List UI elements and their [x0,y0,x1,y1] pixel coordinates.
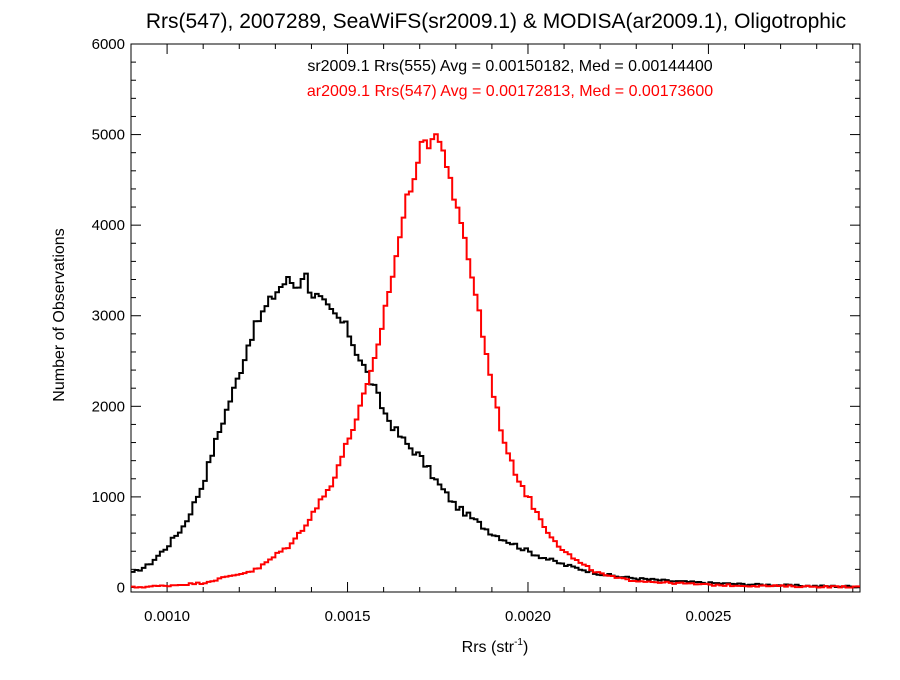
y-tick-label: 3000 [92,308,125,325]
x-axis-label-main: Rrs (str [462,639,515,656]
y-tick-label: 6000 [92,36,125,53]
legend-entry-ar2009: ar2009.1 Rrs(547) Avg = 0.00172813, Med … [307,83,713,100]
y-tick-label: 5000 [92,127,125,144]
legend-entry-sr2009: sr2009.1 Rrs(555) Avg = 0.00150182, Med … [307,58,712,75]
chart-title: Rrs(547), 2007289, SeaWiFS(sr2009.1) & M… [146,10,846,33]
x-tick-label: 0.0015 [325,608,371,625]
y-axis-label: Number of Observations [51,228,68,401]
y-tick-label: 1000 [92,489,125,506]
series-line-0 [131,272,860,589]
series-line-1 [131,133,860,589]
y-tick-label: 2000 [92,398,125,415]
plot-frame [130,43,861,593]
y-tick-label: 0 [117,579,125,596]
series-layer [131,133,860,589]
y-tick-label: 4000 [92,217,125,234]
x-axis-label-end: ) [523,639,528,656]
x-axis-label: Rrs (str-1) [462,637,529,656]
plot-area: 0.0010 0.0015 0.0020 0.0025 0 1000 2000 3000 40… [92,36,861,625]
x-axis-label-superscript: -1 [514,637,523,648]
x-axis: 0.0010 0.0015 0.0020 0.0025 [130,44,854,625]
y-axis: 0 1000 2000 3000 4000 5000 6000 [92,36,860,596]
x-tick-label: 0.0010 [144,608,190,625]
x-tick-label: 0.0025 [685,608,731,625]
x-tick-label: 0.0020 [505,608,551,625]
